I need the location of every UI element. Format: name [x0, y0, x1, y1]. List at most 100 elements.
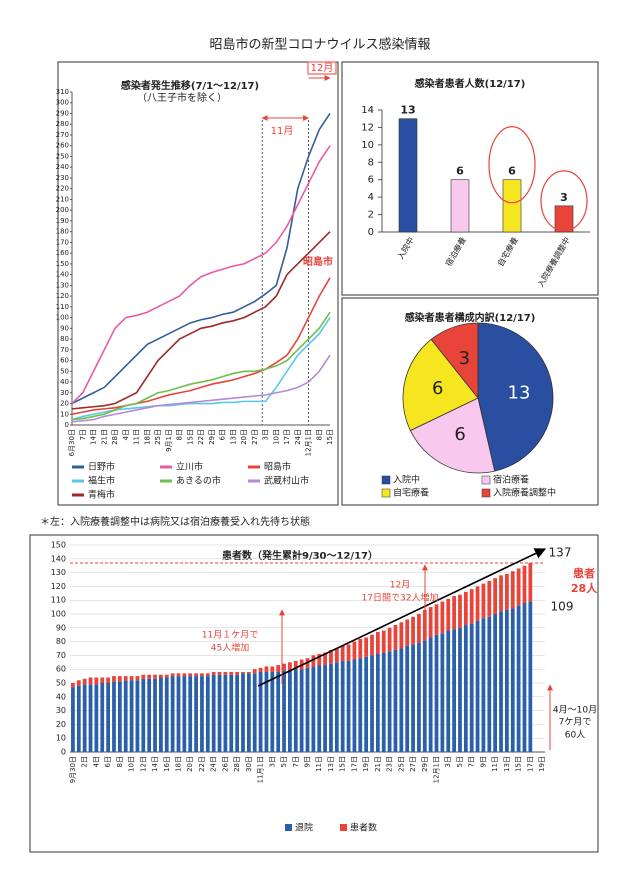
- bar-segment: [117, 681, 122, 752]
- y-tick-label: 0: [65, 421, 69, 429]
- bar-segment: [235, 671, 240, 675]
- x-tick-label: 25日: [397, 756, 405, 772]
- bar-segment: [153, 678, 157, 752]
- bar-segment: [164, 674, 169, 678]
- line-panel: [57, 61, 339, 506]
- bar-segment: [282, 663, 286, 671]
- bar-segment: [510, 608, 515, 752]
- y-tick-label: 70: [56, 651, 66, 660]
- y-tick-label: 60: [56, 665, 66, 674]
- bar-segment: [499, 575, 503, 612]
- y-tick-label: 12: [361, 122, 374, 133]
- bar-segment: [481, 583, 486, 619]
- y-tick-label: 110: [51, 596, 66, 605]
- bar-segment: [469, 589, 474, 624]
- data-label: 6: [454, 424, 465, 445]
- data-label: 6: [432, 378, 443, 399]
- bar-segment: [106, 683, 110, 752]
- x-tick-label: 4日: [122, 429, 130, 440]
- legend-label: 患者数: [350, 822, 377, 834]
- x-tick-label: 28日: [233, 756, 241, 772]
- bar-segment: [475, 586, 480, 621]
- bar-segment: [329, 663, 333, 752]
- bar-segment: [246, 673, 251, 752]
- bar-segment: [71, 683, 75, 688]
- data-label: 6: [508, 165, 516, 178]
- bar-segment: [94, 684, 99, 752]
- x-tick-label: 24日: [210, 756, 218, 772]
- bar-segment: [141, 678, 146, 752]
- bar-segment: [82, 678, 87, 685]
- legend-swatch: [381, 475, 391, 485]
- bar-segment: [235, 674, 240, 752]
- bar-segment: [205, 676, 210, 752]
- bar-segment: [170, 676, 175, 752]
- bar-segment: [293, 669, 298, 752]
- pie-slice: [409, 397, 496, 474]
- bar-segment: [417, 642, 421, 752]
- annotation: 7ケ月で: [559, 717, 592, 728]
- y-tick-label: 100: [56, 314, 69, 322]
- bar-panel: [341, 61, 599, 296]
- bar-segment: [405, 619, 410, 646]
- bar-segment: [223, 671, 228, 675]
- annotation: 137: [549, 546, 572, 560]
- series-line: [71, 311, 331, 421]
- x-tick-label: 13日: [503, 756, 511, 772]
- bar-segment: [293, 660, 298, 670]
- bar: [450, 179, 470, 233]
- bar-segment: [358, 638, 363, 659]
- legend-label: 青梅市: [88, 489, 115, 501]
- x-tick-label: 5日: [280, 756, 288, 767]
- x-tick-label: 7日: [292, 756, 300, 767]
- bar-segment: [375, 654, 380, 752]
- y-tick-label: 100: [51, 610, 66, 619]
- bar-segment: [493, 614, 498, 752]
- y-tick-label: 30: [56, 706, 66, 715]
- x-tick-label: 10日: [128, 756, 136, 772]
- y-tick-label: 0: [61, 748, 66, 757]
- bar-segment: [463, 625, 468, 752]
- bar-segment: [135, 680, 140, 752]
- x-tick-label: 15日: [339, 756, 347, 772]
- bar-segment: [100, 677, 105, 683]
- bar-segment: [200, 673, 204, 677]
- bar-segment: [211, 671, 216, 675]
- highlight-circle: [540, 170, 588, 232]
- bar-segment: [94, 677, 99, 685]
- bar-segment: [411, 644, 415, 752]
- data-label: 13: [508, 382, 531, 403]
- bar-segment: [505, 609, 509, 752]
- bar-segment: [223, 674, 228, 752]
- annotation: 12月: [311, 62, 334, 74]
- bar-segment: [106, 677, 110, 683]
- bar-segment: [176, 676, 181, 752]
- bar-segment: [252, 669, 257, 674]
- y-tick-label: 190: [56, 217, 69, 225]
- bar-segment: [469, 623, 474, 752]
- bar-segment: [176, 673, 181, 677]
- pie-slice: [402, 338, 479, 432]
- y-tick-label: 130: [56, 281, 69, 289]
- bar-segment: [364, 637, 369, 657]
- bar-segment: [381, 652, 386, 752]
- bar-segment: [194, 673, 198, 677]
- bar-segment: [135, 676, 140, 681]
- x-tick-label: 12月1日: [433, 756, 441, 783]
- x-tick-label: 9月1日: [165, 429, 173, 452]
- bar-segment: [510, 571, 515, 609]
- data-label: 6: [456, 165, 464, 178]
- bar-segment: [487, 580, 492, 617]
- x-tick-label: 自宅療養: [495, 235, 520, 268]
- bar-segment: [422, 609, 427, 641]
- bar-segment: [446, 630, 451, 752]
- bar-segment: [241, 673, 245, 752]
- y-tick-label: 10: [361, 140, 374, 151]
- y-tick-label: 180: [56, 228, 69, 236]
- x-tick-label: 15日: [326, 429, 334, 445]
- legend-label: 入院療養調整中: [493, 487, 556, 499]
- bar-segment: [334, 648, 339, 663]
- x-tick-label: 13日: [229, 429, 237, 445]
- y-tick-label: 260: [56, 142, 69, 150]
- y-tick-label: 8: [368, 157, 374, 168]
